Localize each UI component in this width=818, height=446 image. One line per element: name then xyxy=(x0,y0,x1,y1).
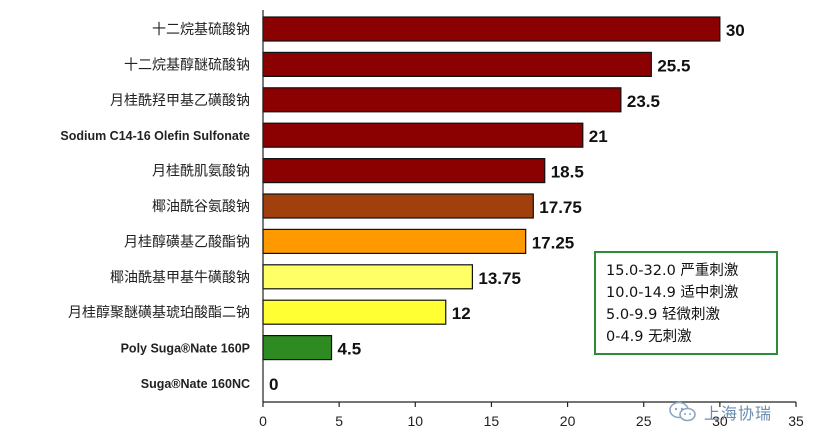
category-label: 椰油酰基甲基牛磺酸钠 xyxy=(110,269,250,286)
value-label: 17.75 xyxy=(539,198,582,217)
bar xyxy=(262,16,721,42)
legend-entry: 10.0-14.9 适中刺激 xyxy=(606,285,739,301)
watermark-text: 上海协瑞 xyxy=(704,404,773,423)
x-tick-label: 20 xyxy=(560,413,576,429)
x-tick-label: 30 xyxy=(712,413,728,429)
bars-layer xyxy=(262,16,721,361)
wechat-icon xyxy=(669,401,696,422)
value-label: 0 xyxy=(269,375,278,394)
value-label: 25.5 xyxy=(657,56,690,75)
value-label: 30 xyxy=(726,21,745,40)
category-label: 十二烷基醇醚硫酸钠 xyxy=(124,56,250,73)
category-label: 月桂醇聚醚磺基琥珀酸酯二钠 xyxy=(68,304,250,321)
x-tick-label: 15 xyxy=(484,413,500,429)
category-label: 十二烷基硫酸钠 xyxy=(152,21,250,38)
bar xyxy=(262,158,546,184)
bar xyxy=(262,193,534,219)
bar xyxy=(262,87,622,113)
legend-box: 15.0-32.0 严重刺激 10.0-14.9 适中刺激 5.0-9.9 轻微… xyxy=(594,251,778,355)
value-label: 23.5 xyxy=(627,92,660,111)
category-label: Suga®Nate 160NC xyxy=(141,377,250,391)
legend-entry: 5.0-9.9 轻微刺激 xyxy=(606,307,720,323)
value-label: 17.25 xyxy=(532,233,575,252)
x-axis: 0 5 10 15 20 25 30 35 xyxy=(259,10,804,429)
bar xyxy=(262,51,652,78)
value-label: 12 xyxy=(452,304,471,323)
value-label: 21 xyxy=(589,127,608,146)
watermark: 上海协瑞 xyxy=(668,398,808,426)
legend-entry: 0-4.9 无刺激 xyxy=(606,329,692,345)
value-label: 13.75 xyxy=(478,269,521,288)
category-label: 椰油酰谷氨酸钠 xyxy=(152,199,250,215)
category-label: 月桂酰羟甲基乙磺酸钠 xyxy=(110,92,250,109)
x-tick-label: 35 xyxy=(788,413,804,429)
category-label: 月桂酰肌氨酸钠 xyxy=(152,164,250,180)
category-label: 月桂醇磺基乙酸酯钠 xyxy=(124,233,250,250)
bar xyxy=(262,299,447,325)
category-label: Poly Suga®Nate 160P xyxy=(121,342,250,356)
bar xyxy=(262,122,584,148)
value-label: 18.5 xyxy=(551,163,584,182)
value-labels: 30 25.5 23.5 21 18.5 17.75 17.25 13.75 12 4.5 0 xyxy=(269,21,745,394)
category-label: Sodium C14-16 Olefin Sulfonate xyxy=(60,129,250,143)
bar xyxy=(262,264,473,290)
bar xyxy=(262,335,333,361)
x-tick-label: 25 xyxy=(636,413,652,429)
legend-entry: 15.0-32.0 严重刺激 xyxy=(606,263,739,279)
x-tick-label: 10 xyxy=(407,413,423,429)
x-tick-label: 0 xyxy=(259,413,267,429)
value-label: 4.5 xyxy=(338,340,362,359)
bar xyxy=(262,228,527,254)
x-tick-label: 5 xyxy=(335,413,343,429)
